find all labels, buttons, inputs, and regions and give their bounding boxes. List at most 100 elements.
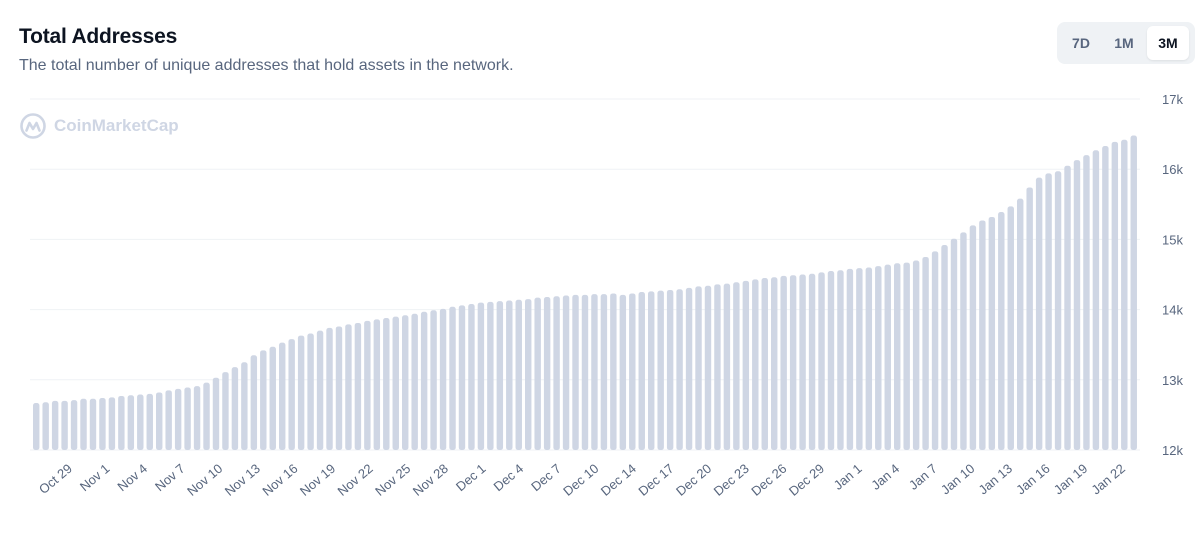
bar[interactable] [392,316,399,450]
bar[interactable] [979,220,986,450]
bar[interactable] [771,277,778,450]
bar[interactable] [875,266,882,450]
bar[interactable] [950,238,958,450]
bar[interactable] [789,275,797,450]
bar[interactable] [439,308,447,450]
bar[interactable] [288,339,295,450]
bar[interactable] [695,286,702,450]
bar[interactable] [402,315,409,450]
bar[interactable] [118,395,125,450]
bar[interactable] [174,388,182,450]
bar[interactable] [307,333,314,450]
bar[interactable] [525,299,532,450]
bar[interactable] [808,273,816,450]
bar[interactable] [279,342,286,450]
bar[interactable] [657,290,664,450]
bar[interactable] [818,272,825,450]
bar[interactable] [51,400,59,450]
bar[interactable] [676,289,683,450]
bar[interactable] [1064,165,1071,450]
bar[interactable] [411,313,418,450]
bar[interactable] [146,393,153,450]
bar[interactable] [33,402,40,450]
bar[interactable] [1017,198,1024,450]
bar[interactable] [80,398,87,450]
bar[interactable] [912,260,920,450]
bar[interactable] [184,387,191,450]
bar[interactable] [780,275,787,450]
bar[interactable] [591,294,598,450]
bar[interactable] [723,283,731,450]
bar[interactable] [761,278,768,450]
bar[interactable] [70,400,78,450]
bar[interactable] [969,225,977,450]
bar[interactable] [610,293,617,450]
bar[interactable] [165,390,172,450]
bar[interactable] [61,400,68,450]
bar[interactable] [506,300,513,450]
bar[interactable] [865,267,873,450]
bar[interactable] [553,296,560,450]
bar[interactable] [326,327,333,450]
bar[interactable] [1083,155,1090,450]
bar[interactable] [203,382,210,450]
bar[interactable] [89,398,97,450]
bar[interactable] [269,346,276,450]
bar[interactable] [619,294,627,450]
bar[interactable] [827,270,835,450]
bar[interactable] [364,320,371,450]
bar[interactable] [960,232,967,450]
bar[interactable] [941,245,948,450]
bar[interactable] [335,326,343,450]
bar[interactable] [99,398,106,450]
bar[interactable] [430,310,437,450]
bar[interactable] [156,392,163,450]
bar[interactable] [922,256,929,450]
bar[interactable] [837,270,844,450]
bar[interactable] [752,279,759,450]
bar[interactable] [856,268,863,450]
bar[interactable] [345,324,352,450]
bar[interactable] [685,287,693,450]
bar[interactable] [241,362,248,450]
bar[interactable] [1054,171,1062,450]
bar[interactable] [137,394,144,450]
bar[interactable] [1007,206,1014,450]
bar[interactable] [1102,146,1109,450]
bar[interactable] [250,355,258,450]
bar[interactable] [354,322,362,450]
bar[interactable] [884,264,891,450]
bar[interactable] [1130,135,1137,451]
bar[interactable] [297,335,305,450]
bar[interactable] [127,395,135,450]
bar[interactable] [477,302,485,450]
bar[interactable] [562,295,570,450]
bar[interactable] [515,299,522,450]
bar[interactable] [42,402,49,450]
bar[interactable] [799,274,806,451]
bar[interactable] [212,377,220,450]
bar[interactable] [420,311,428,450]
range-7d-button[interactable]: 7D [1072,35,1090,51]
bar[interactable] [487,301,494,450]
bar[interactable] [458,305,466,450]
bar[interactable] [629,293,636,450]
bar[interactable] [1121,139,1128,450]
bar[interactable] [581,294,589,450]
bar[interactable] [600,294,608,450]
bar[interactable] [468,303,475,450]
bar[interactable] [316,330,324,450]
range-1m-button[interactable]: 1M [1114,35,1134,51]
bar[interactable] [931,251,939,450]
bar[interactable] [496,301,504,450]
bar[interactable] [988,216,996,450]
bar[interactable] [449,306,456,450]
bar[interactable] [260,350,267,450]
bar[interactable] [1111,141,1119,450]
bar[interactable] [543,296,551,450]
range-3m-button[interactable]: 3M [1147,26,1189,60]
bar[interactable] [903,262,910,450]
bar[interactable] [534,297,541,450]
bar[interactable] [846,268,854,450]
bar[interactable] [373,319,381,450]
